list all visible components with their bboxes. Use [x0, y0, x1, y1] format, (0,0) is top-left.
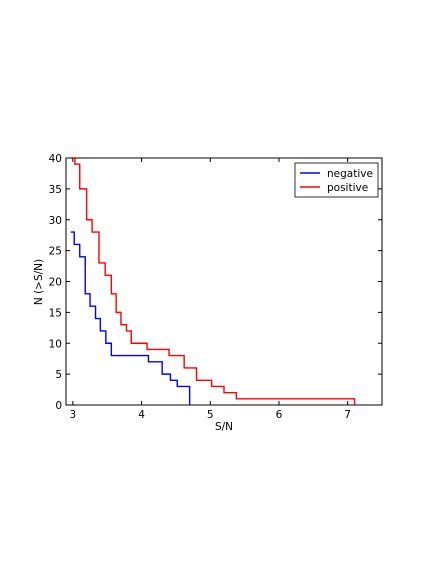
x-tick-label-1: 4 [138, 409, 145, 421]
y-tick-label-4: 20 [49, 277, 62, 289]
y-tick-label-0: 0 [55, 400, 62, 412]
legend: negative positive [294, 162, 379, 198]
legend-label-negative: negative [327, 168, 373, 180]
x-tick-label-4: 7 [344, 409, 351, 421]
y-tick-label-1: 5 [55, 369, 62, 381]
y-tick-label-2: 10 [49, 338, 62, 350]
ticks: 3 4 5 6 7 0 5 10 15 20 25 30 35 40 [49, 153, 382, 421]
y-tick-label-3: 15 [49, 307, 62, 319]
y-tick-label-7: 35 [49, 184, 62, 196]
x-tick-label-3: 6 [276, 409, 283, 421]
plot-frame [65, 157, 383, 406]
series-line-negative [70, 231, 191, 405]
x-tick-label-0: 3 [70, 409, 77, 421]
series-layer [70, 157, 356, 405]
x-tick-label-2: 5 [207, 409, 214, 421]
x-axis-label: S/N [215, 421, 233, 433]
y-tick-label-5: 25 [49, 246, 62, 258]
y-tick-label-8: 40 [49, 153, 62, 165]
y-axis-label: N (>S/N) [33, 259, 45, 305]
series-line-positive [70, 157, 356, 405]
plot-area [65, 157, 383, 406]
legend-box [294, 162, 379, 198]
legend-label-positive: positive [327, 182, 368, 194]
y-tick-label-6: 30 [49, 215, 62, 227]
